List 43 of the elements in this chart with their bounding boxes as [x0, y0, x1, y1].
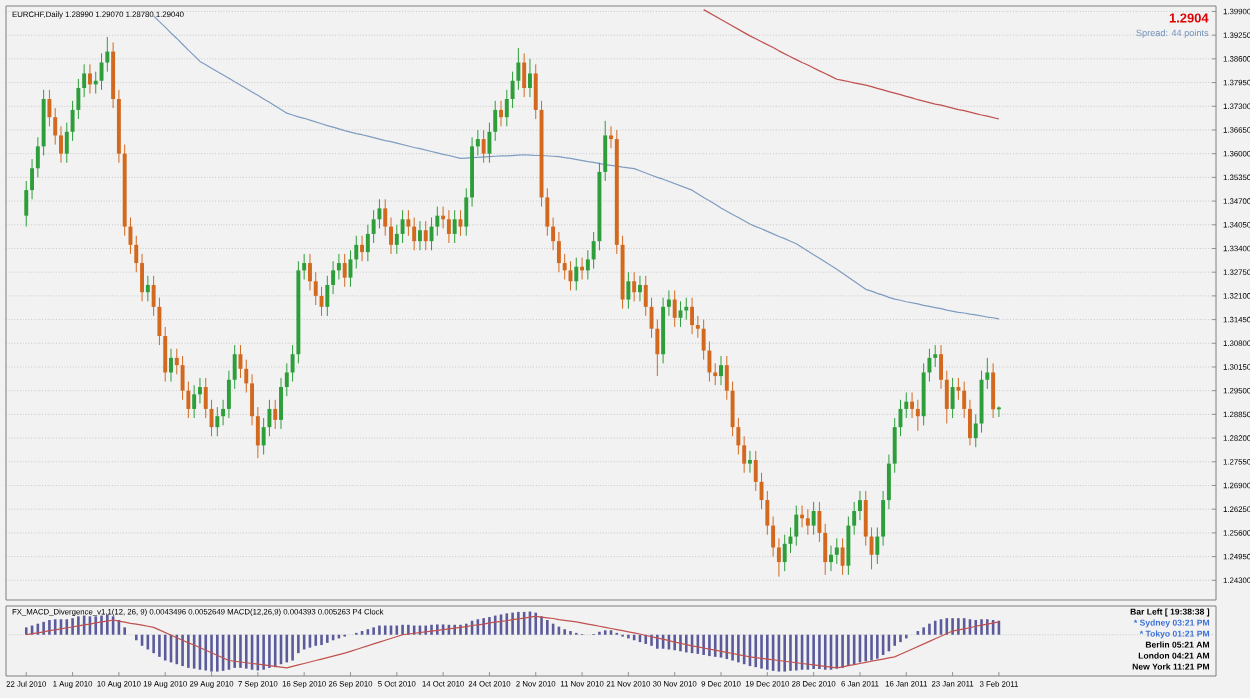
candlestick [215, 406, 220, 437]
candlestick [400, 209, 405, 244]
candlestick [446, 209, 451, 244]
candlestick [527, 58, 532, 98]
candlestick [846, 515, 851, 576]
candlestick [996, 405, 1001, 418]
candlestick [991, 362, 996, 419]
candlestick [747, 450, 752, 474]
candlestick [169, 348, 173, 383]
candlestick [499, 100, 503, 127]
candlestick [950, 377, 955, 419]
candlestick [481, 129, 486, 164]
candlestick [87, 63, 92, 94]
candlestick [829, 545, 833, 572]
candlestick [794, 505, 799, 547]
candlestick [626, 271, 631, 310]
candlestick [840, 537, 845, 576]
candlestick [47, 89, 52, 127]
candlestick [452, 209, 457, 244]
candlestick [360, 235, 365, 262]
candlestick [574, 257, 579, 291]
candlestick [412, 216, 417, 251]
candlestick [273, 399, 278, 430]
candlestick [672, 289, 677, 328]
candlestick [522, 52, 527, 98]
candlestick [719, 355, 723, 386]
candlestick [145, 275, 150, 302]
candlestick [834, 537, 839, 565]
candlestick [956, 377, 961, 401]
candlestick [417, 220, 422, 251]
candlestick [811, 501, 816, 536]
candlestick [690, 297, 695, 335]
candlestick [637, 275, 642, 302]
candlestick [406, 209, 411, 237]
candlestick [319, 286, 324, 317]
candlestick [423, 220, 428, 251]
candlestick [782, 534, 787, 572]
candlestick [805, 508, 810, 536]
candlestick [192, 384, 197, 419]
candlestick [342, 253, 347, 288]
candlestick [915, 399, 920, 432]
candlestick [661, 297, 666, 364]
candlestick [632, 271, 637, 302]
